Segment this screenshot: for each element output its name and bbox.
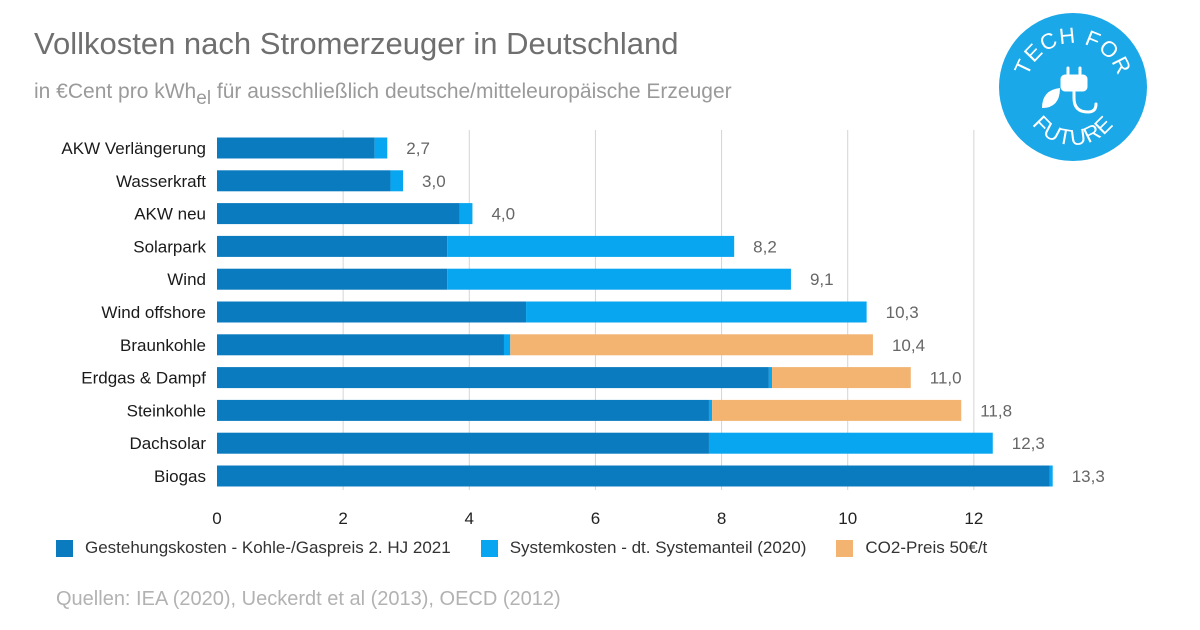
- x-tick-label: 12: [964, 509, 983, 528]
- legend-item-co2: CO2-Preis 50€/t: [836, 538, 987, 558]
- bar-segment: [217, 170, 391, 192]
- bar-segment: [503, 334, 511, 356]
- legend-swatch: [480, 539, 498, 557]
- total-data-label: 11,8: [980, 401, 1012, 420]
- bar-segment: [217, 334, 504, 356]
- x-tick-label: 0: [212, 509, 221, 528]
- bar-segment: [1049, 465, 1053, 487]
- legend-swatch: [836, 539, 854, 557]
- total-data-label: 10,4: [892, 336, 925, 355]
- legend-label: Gestehungskosten - Kohle-/Gaspreis 2. HJ…: [85, 538, 451, 557]
- bar-segment: [217, 465, 1050, 487]
- category-label: Erdgas & Dampf: [81, 369, 206, 388]
- total-data-label: 12,3: [1012, 434, 1045, 453]
- category-label: Braunkohle: [120, 336, 206, 355]
- x-tick-label: 8: [717, 509, 726, 528]
- x-tick-label: 10: [838, 509, 857, 528]
- bar-segment: [708, 399, 713, 421]
- bar-segment: [217, 235, 448, 257]
- category-label: AKW Verlängerung: [61, 139, 206, 158]
- bar-segment: [390, 170, 404, 192]
- legend-label: CO2-Preis 50€/t: [865, 538, 988, 557]
- bar-segment: [217, 268, 448, 290]
- legend-item-system: Systemkosten - dt. Systemanteil (2020): [480, 538, 807, 558]
- category-label: Wasserkraft: [116, 172, 206, 191]
- bar-segment: [447, 235, 735, 257]
- category-label: Steinkohle: [127, 401, 206, 420]
- legend-label: Systemkosten - dt. Systemanteil (2020): [509, 538, 807, 557]
- total-data-label: 10,3: [886, 303, 919, 322]
- bar-segment: [459, 203, 473, 225]
- x-tick-label: 4: [465, 509, 474, 528]
- bar-segment: [217, 301, 527, 323]
- total-data-label: 4,0: [491, 205, 515, 224]
- total-data-label: 13,3: [1072, 467, 1105, 486]
- category-label: Biogas: [154, 467, 206, 486]
- category-label: Wind offshore: [101, 303, 206, 322]
- legend-swatch: [56, 539, 73, 557]
- bar-segment: [447, 268, 791, 290]
- plug-leaf-icon: [1042, 66, 1098, 114]
- bar-segment: [510, 334, 873, 356]
- bar-segment: [772, 367, 911, 389]
- bar-segment: [217, 432, 709, 454]
- chart-title: Vollkosten nach Stromerzeuger in Deutsch…: [34, 26, 679, 61]
- bar-segment: [217, 367, 769, 389]
- category-label: AKW neu: [134, 205, 206, 224]
- tech-for-future-logo: TECH FOR FUTURE: [999, 13, 1147, 161]
- bar-segment: [526, 301, 867, 323]
- total-data-label: 2,7: [406, 139, 430, 158]
- x-tick-label: 2: [338, 509, 347, 528]
- category-label: Dachsolar: [129, 434, 206, 453]
- legend-item-gestehung: Gestehungskosten - Kohle-/Gaspreis 2. HJ…: [56, 538, 451, 558]
- category-label: Wind: [167, 270, 206, 289]
- total-data-label: 9,1: [810, 270, 834, 289]
- category-label: Solarpark: [133, 237, 206, 256]
- bar-segment: [708, 432, 993, 454]
- total-data-label: 11,0: [930, 369, 962, 388]
- total-data-label: 8,2: [753, 237, 777, 256]
- bar-segment: [768, 367, 773, 389]
- chart-legend: Gestehungskosten - Kohle-/Gaspreis 2. HJ…: [56, 538, 1017, 558]
- bar-segment: [217, 137, 375, 159]
- bar-segment: [217, 203, 460, 225]
- chart-subtitle: in €Cent pro kWhel für ausschließlich de…: [34, 80, 732, 109]
- source-note: Quellen: IEA (2020), Ueckerdt et al (201…: [56, 588, 561, 610]
- bar-segment: [217, 399, 709, 421]
- bar-segment: [712, 399, 962, 421]
- total-data-label: 3,0: [422, 172, 446, 191]
- x-tick-label: 6: [591, 509, 600, 528]
- bar-segment: [374, 137, 388, 159]
